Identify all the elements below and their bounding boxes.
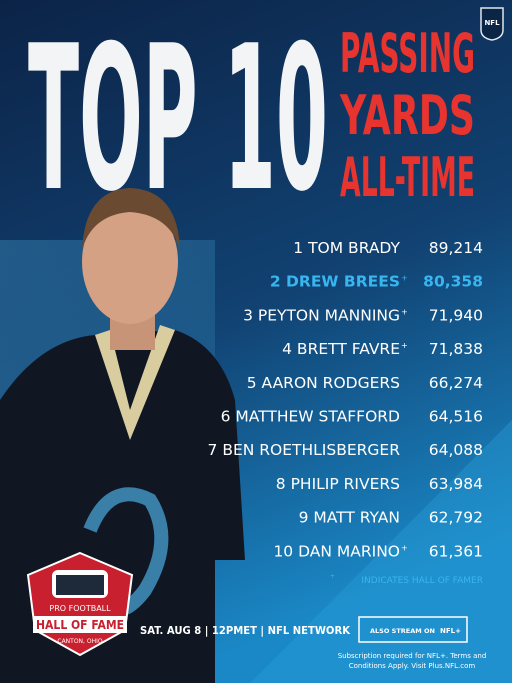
subtitle-line: PASSING — [340, 22, 475, 85]
fine-print: Conditions Apply. Visit Plus.NFL.com — [349, 662, 476, 670]
player-name: 10 DAN MARINO — [273, 542, 400, 560]
broadcast-info: SAT. AUG 8 | 12PMET | NFL NETWORK — [140, 624, 350, 637]
passing-yards: 66,274 — [429, 374, 483, 392]
nfl-logo-text: NFL — [484, 19, 500, 27]
player-name: 5 AARON RODGERS — [247, 374, 400, 392]
passing-yards: 64,088 — [429, 441, 483, 459]
passing-yards: 61,361 — [429, 542, 483, 560]
hof-logo: PRO FOOTBALL HALL OF FAME CANTON, OHIO — [26, 551, 134, 657]
player-name: 1 TOM BRADY — [293, 239, 400, 257]
subtitle-line: YARDS — [339, 84, 475, 147]
hof-marker: + — [401, 543, 408, 552]
passing-yards: 64,516 — [429, 408, 483, 426]
button-logo[interactable]: NFL+ — [440, 627, 461, 635]
player-name: 7 BEN ROETHLISBERGER — [208, 441, 401, 459]
hof-bottom: CANTON, OHIO — [57, 638, 102, 645]
passing-yards: 63,984 — [429, 475, 483, 493]
passing-yards: 89,214 — [429, 239, 483, 257]
title: TOP 10 — [28, 3, 328, 236]
fine-print: Subscription required for NFL+. Terms an… — [338, 652, 487, 660]
hof-marker: + — [401, 274, 408, 283]
button-text[interactable]: ALSO STREAM ON — [370, 627, 435, 635]
player-name: 6 MATTHEW STAFFORD — [221, 408, 400, 426]
hof-top: PRO FOOTBALL — [49, 604, 111, 613]
button-border[interactable] — [358, 616, 468, 643]
subtitle-line: ALL-TIME — [340, 146, 475, 209]
player-name: 9 MATT RYAN — [299, 509, 400, 527]
passing-yards: 71,838 — [429, 340, 483, 358]
stream-button[interactable]: ALSO STREAM ON NFL+ — [358, 616, 468, 643]
player-name: 3 PEYTON MANNING — [243, 306, 400, 324]
footnote: INDICATES HALL OF FAMER — [361, 576, 483, 586]
passing-yards: 62,792 — [429, 509, 483, 527]
player-name: 4 BRETT FAVRE — [282, 340, 400, 358]
hof-marker: + — [401, 341, 408, 350]
player-name: 2 DREW BREES — [270, 273, 400, 291]
passing-yards: 71,940 — [429, 306, 483, 324]
hof-middle: HALL OF FAME — [36, 618, 124, 632]
hof-marker: + — [401, 307, 408, 316]
nfl-logo: NFL — [480, 7, 504, 41]
passing-yards: 80,358 — [423, 273, 483, 291]
footnote-marker: + — [330, 573, 335, 580]
player-name: 8 PHILIP RIVERS — [276, 475, 400, 493]
